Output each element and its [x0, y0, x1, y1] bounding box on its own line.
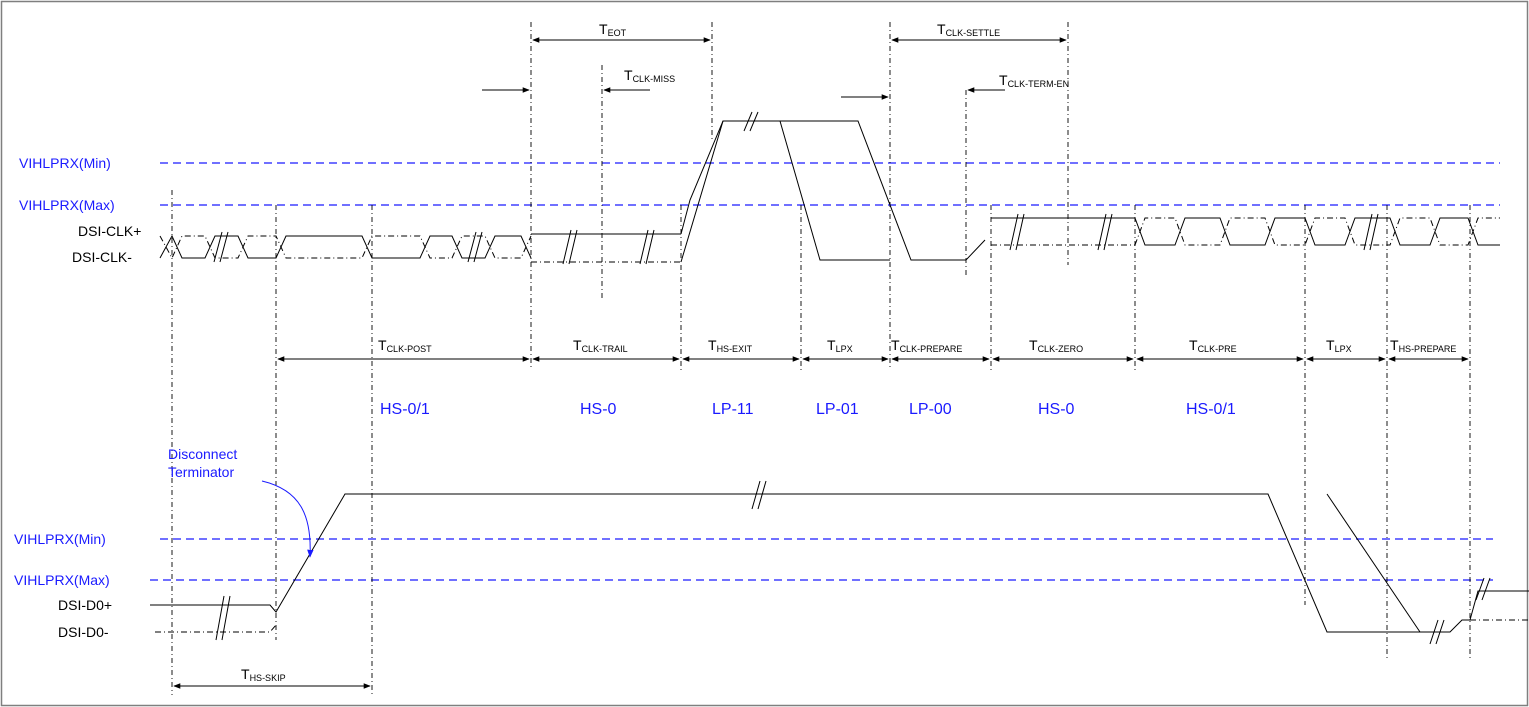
t-clk-prepare-label: TCLK-PREPARE — [891, 337, 963, 354]
disconnect-terminator-arrow — [261, 480, 314, 558]
data-vih-min-label: VIHLPRX(Min) — [14, 531, 106, 547]
t-lpx-label: TLPX — [827, 337, 853, 354]
t-clk-post-label: TCLK-POST — [378, 337, 432, 354]
t-hs-skip-label: THS-SKIP — [241, 666, 286, 683]
threshold-lines — [150, 162, 1500, 581]
t-clk-miss-label: TCLK-MISS — [624, 67, 676, 84]
t-clk-zero-label: TCLK-ZERO — [1029, 337, 1084, 354]
t-clk-settle-label: TCLK-SETTLE — [937, 21, 1001, 38]
terminator-label: Terminator — [168, 464, 235, 480]
state-hs-0-1-b: HS-0/1 — [1186, 401, 1236, 418]
clk-n-label: DSI-CLK- — [72, 249, 132, 265]
clk-vih-max-label: VIHLPRX(Max) — [19, 197, 115, 213]
state-lp-11: LP-11 — [712, 401, 754, 418]
data-vih-max-label: VIHLPRX(Max) — [14, 572, 110, 588]
clk-vih-min-label: VIHLPRX(Min) — [19, 155, 111, 171]
t-clk-trail-label: TCLK-TRAIL — [573, 337, 628, 354]
t-lpx2-label: TLPX — [1326, 337, 1352, 354]
clk-waveform — [159, 111, 1500, 265]
d0-n-label: DSI-D0- — [58, 624, 109, 640]
t-hs-exit-label: THS-EXIT — [708, 337, 753, 354]
t-clk-pre-label: TCLK-PRE — [1189, 337, 1237, 354]
state-hs-0-a: HS-0 — [580, 401, 617, 418]
state-lp-01: LP-01 — [816, 401, 859, 418]
state-lp-00: LP-00 — [909, 401, 952, 418]
d0-p-label: DSI-D0+ — [58, 597, 113, 613]
t-eot-label: TEOT — [599, 21, 627, 38]
boundary-lines — [171, 22, 1471, 695]
clk-p-label: DSI-CLK+ — [78, 223, 142, 239]
t-hs-prepare-label: THS-PREPARE — [1390, 337, 1457, 354]
disconnect-label: Disconnect — [168, 446, 238, 462]
d0-waveform — [150, 480, 1529, 645]
t-clk-term-en-label: TCLK-TERM-EN — [999, 72, 1070, 89]
state-hs-0-1-a: HS-0/1 — [380, 401, 430, 418]
dimension-arrows — [173, 37, 1469, 689]
state-hs-0-b: HS-0 — [1038, 401, 1075, 418]
